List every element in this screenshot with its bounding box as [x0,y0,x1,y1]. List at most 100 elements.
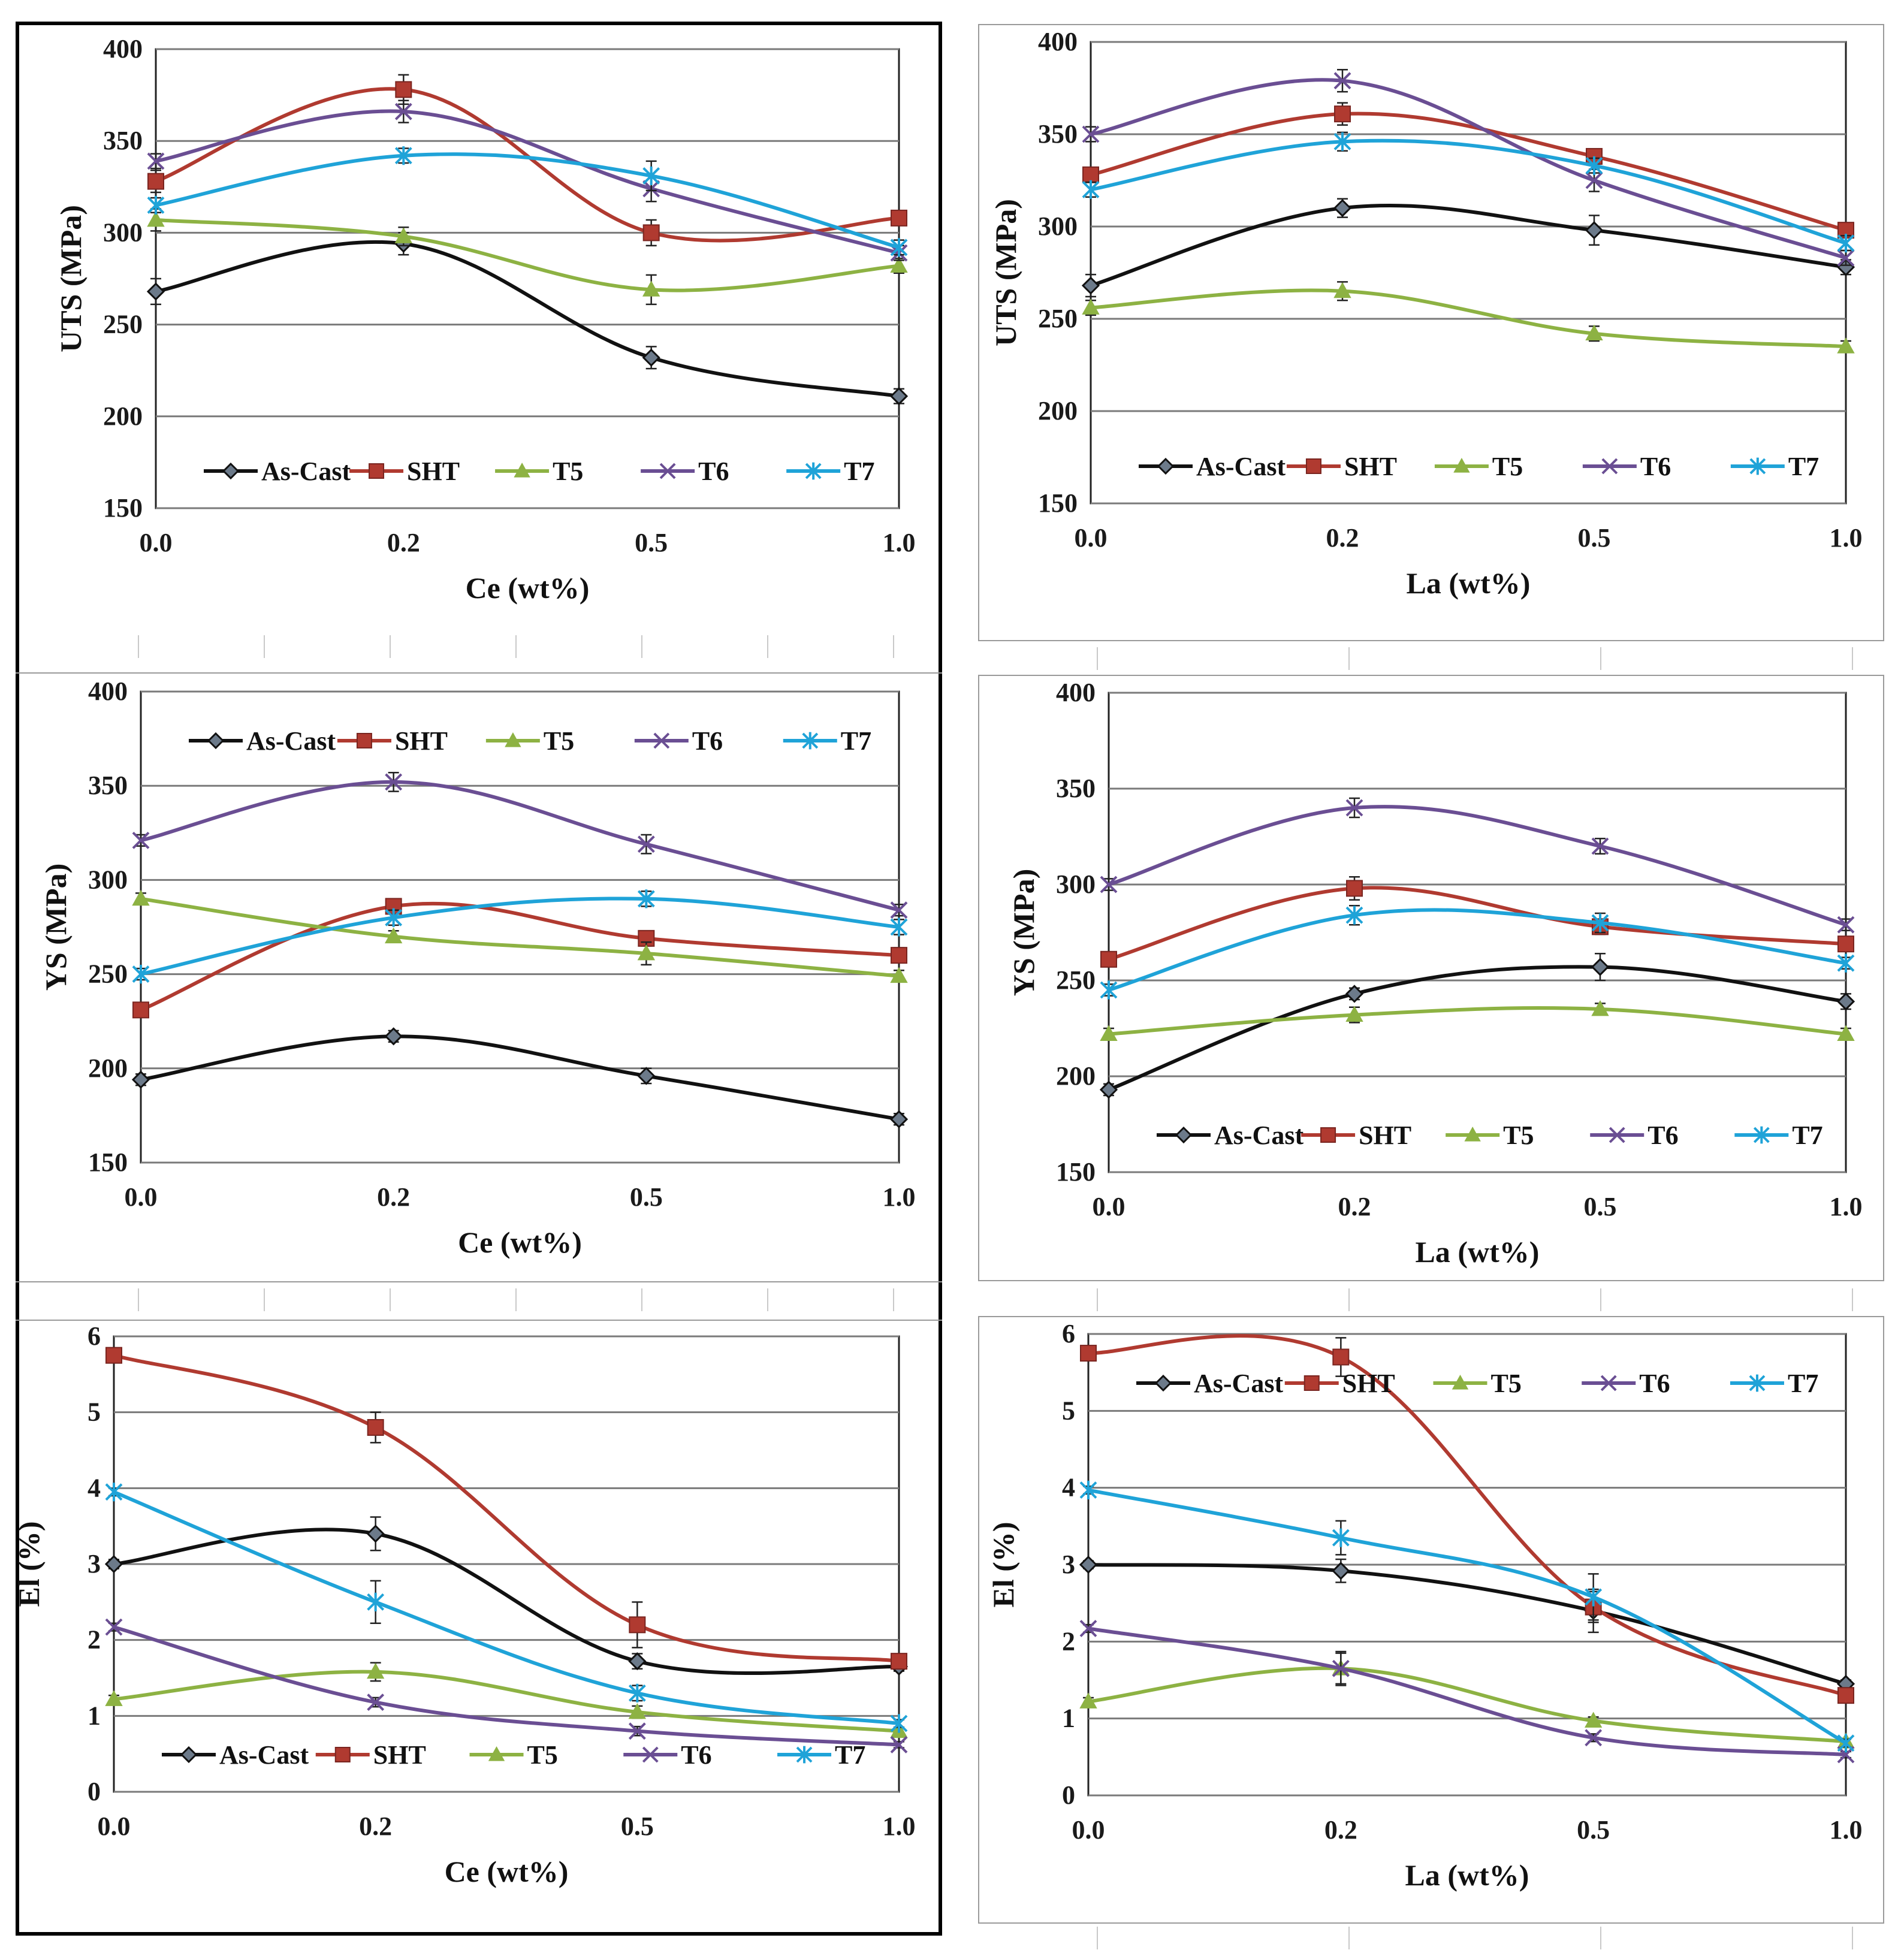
y-tick-label: 2 [87,1625,101,1655]
y-tick-label: 300 [1056,870,1096,899]
data-point-t5 [628,1703,647,1719]
legend-marker-sht [369,463,385,479]
y-tick-label: 1 [87,1701,101,1730]
x-tick-label: 1.0 [883,1182,916,1212]
legend-marker-as-cast [222,462,240,480]
data-point-t7 [890,917,908,937]
y-tick-label: 5 [87,1397,101,1427]
y-tick-label: 300 [103,218,143,247]
data-point-t6 [1082,125,1100,143]
data-point-t5 [637,944,656,961]
data-point-t5 [394,227,413,243]
chart-uts-la: 150 200 250 300 350 400 0.0 0.2 0.5 1.0 La (wt%) UT… [978,24,1884,641]
legend-marker-as-cast [180,1746,198,1764]
data-point-as-cast [384,1027,403,1046]
data-point-as-cast [1836,992,1855,1011]
legend-label-t7: T7 [1788,1369,1818,1398]
data-point-t5 [1837,1025,1855,1041]
series-line-t6 [155,109,900,255]
data-point-t6 [1332,1659,1350,1677]
chart-el-ce: 0 1 2 3 4 5 6 0.0 0.2 0.5 1.0 Ce (wt%) El (%) As-Cast… [0,1321,947,1938]
legend-label-t6: T6 [681,1740,711,1770]
series-line-t7 [1108,908,1846,992]
legend-marker-t5 [505,732,521,747]
legend-marker-t5 [488,1746,505,1761]
chart-el-la: 0 1 2 3 4 5 6 0.0 0.2 0.5 1.0 La (wt%) El (%) As-Cast… [978,1316,1884,1924]
x-axis-title: Ce (wt%) [458,1225,582,1259]
data-point-t7 [1082,180,1100,199]
legend-label-t7: T7 [844,457,874,486]
sheet-mark [767,1288,768,1311]
series-line-t7 [140,896,900,976]
x-tick-label: 1.0 [883,528,916,557]
series-line-as-cast [1108,965,1846,1092]
data-point-sht [1837,935,1854,953]
data-point-sht [629,1616,646,1634]
series-line-t5 [155,218,900,292]
frame-ys-la [978,675,1884,1281]
data-point-as-cast [1099,1080,1118,1099]
y-tick-label: 3 [87,1549,101,1578]
legend-label-t5: T5 [1503,1121,1534,1150]
data-point-sht [105,1347,122,1364]
series-line-sht [1088,1334,1846,1697]
data-point-t6 [637,835,655,853]
x-tick-label: 0.5 [630,1182,663,1212]
data-point-t7 [1591,913,1609,932]
legend-label-t5: T5 [1492,452,1523,481]
legend-label-t7: T7 [1792,1121,1822,1150]
data-point-t5 [147,210,165,227]
legend-marker-t6 [1601,458,1618,475]
data-point-as-cast [642,348,660,367]
series-line-t6 [1108,805,1846,927]
series-line-sht [113,1353,900,1664]
legend-marker-t6 [1609,1127,1625,1143]
sheet-mark [264,1288,265,1311]
x-axis-title: La (wt%) [1407,566,1531,600]
data-point-t7 [890,1714,908,1733]
sheet-mark [893,1288,894,1311]
data-point-t7 [890,238,908,257]
data-point-t7 [1345,905,1363,925]
legend-marker-sht [1320,1127,1336,1143]
legend-marker-sht [1303,1375,1320,1391]
data-point-t7 [1837,953,1855,973]
data-point-sht [1082,166,1099,183]
series-line-t7 [1088,1488,1847,1745]
series-line-t5 [1088,1666,1846,1744]
uts-la-svg: 150 200 250 300 350 400 0.0 0.2 0.5 1.0 La (wt%) UT… [989,27,1863,600]
legend-marker-t5 [514,462,530,478]
legend-label-sht: SHT [1359,1121,1411,1150]
data-point-t6 [1333,72,1351,90]
data-point-t6 [890,1736,908,1753]
data-point-t7 [1837,1734,1855,1753]
data-point-sht [367,1419,384,1436]
data-point-as-cast [131,1070,150,1089]
x-tick-label: 0.2 [377,1182,410,1212]
sheet-mark [138,635,139,658]
y-tick-label: 1 [1062,1704,1075,1733]
data-point-t7 [637,889,655,908]
x-axis-title: Ce (wt%) [445,1855,569,1888]
series-line-t6 [1090,78,1846,260]
data-point-t7 [1585,1587,1603,1607]
series-line-as-cast [155,240,900,399]
series-line-sht [140,901,900,1012]
data-point-t5 [105,1690,123,1706]
legend-label-sht: SHT [395,726,448,756]
legend-label-t6: T6 [692,726,723,756]
legend-label-t5: T5 [544,726,574,756]
legend-label-t7: T7 [835,1740,865,1770]
data-point-t5 [366,1662,385,1679]
y-tick-label: 2 [1062,1626,1075,1656]
ys-ce-svg: 150 200 250 300 350 400 0.0 0.2 0.5 1.0 Ce (wt%) YS… [39,677,916,1259]
data-point-t6 [1837,249,1855,267]
y-tick-label: 0 [1062,1780,1075,1810]
data-point-t5 [1585,324,1603,341]
sheet-mark [264,635,265,658]
data-point-as-cast [628,1652,647,1671]
plot-area [155,48,900,509]
data-point-t7 [147,195,165,215]
y-tick-label: 150 [1056,1157,1096,1187]
legend-marker-t5 [1464,1126,1481,1142]
